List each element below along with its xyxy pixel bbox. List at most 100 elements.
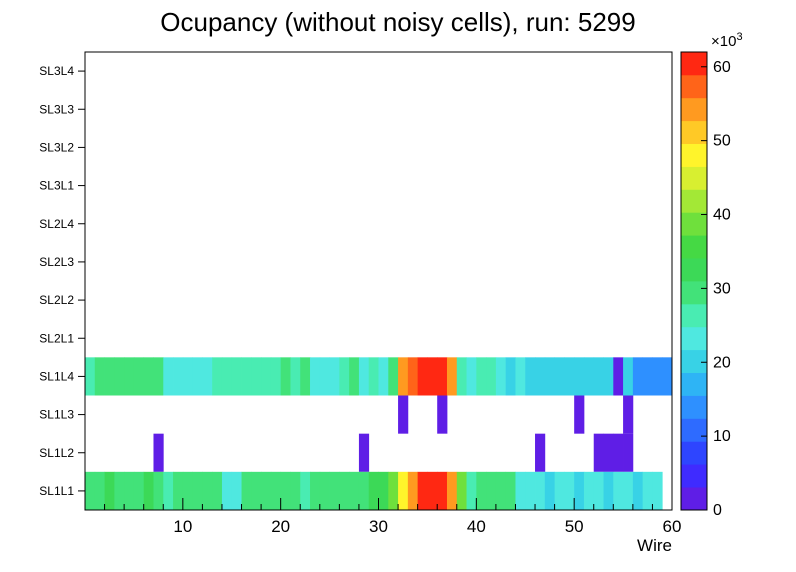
colorbar-band — [681, 303, 707, 328]
heatmap-cell — [603, 433, 614, 472]
heatmap-cell — [358, 471, 370, 510]
heatmap-cell — [456, 357, 467, 396]
y-axis-label: SL3L2 — [39, 140, 74, 154]
heatmap-cell — [368, 471, 379, 510]
heatmap-cell — [280, 471, 291, 510]
heatmap-cell — [574, 395, 585, 434]
heatmap-cell — [114, 471, 125, 510]
heatmap-cell — [593, 433, 604, 472]
heatmap-cell — [378, 357, 389, 396]
heatmap-cell — [486, 471, 497, 510]
heatmap-cell — [535, 471, 546, 510]
heatmap-cell — [466, 471, 477, 510]
heatmap-cell — [388, 357, 399, 396]
heatmap-cell — [153, 433, 164, 472]
colorbar-band — [681, 212, 707, 236]
heatmap-cell — [251, 357, 262, 396]
heatmap-cell — [94, 471, 105, 510]
heatmap-cell — [133, 471, 145, 510]
heatmap-cell — [212, 471, 223, 510]
heatmap-cell — [104, 471, 115, 510]
heatmap-cell — [261, 357, 272, 396]
heatmap-cell — [486, 357, 497, 396]
colorbar-tick-label: 20 — [713, 354, 731, 371]
heatmap-cell — [437, 471, 448, 510]
heatmap-cell — [398, 471, 409, 510]
heatmap-cell — [270, 471, 282, 510]
heatmap-cell — [251, 471, 262, 510]
x-tick-label: 10 — [173, 517, 192, 536]
heatmap-cell — [456, 471, 467, 510]
heatmap-cell — [280, 357, 291, 396]
colorbar-band — [681, 235, 707, 259]
y-axis-label: SL3L3 — [39, 102, 74, 116]
heatmap-cell — [143, 357, 154, 396]
heatmap-cell — [319, 357, 330, 396]
colorbar-scale-label: ×103 — [711, 31, 743, 50]
heatmap-cell — [133, 357, 145, 396]
heatmap-cell — [398, 357, 409, 396]
heatmap-cell — [515, 471, 526, 510]
heatmap-cell — [173, 471, 184, 510]
heatmap-cell — [349, 357, 360, 396]
colorbar-band — [681, 143, 707, 167]
heatmap-cell — [339, 471, 350, 510]
heatmap-cell — [398, 395, 409, 434]
chart-title: Ocupancy (without noisy cells), run: 529… — [160, 7, 636, 37]
heatmap-cell — [544, 471, 555, 510]
colorbar-band — [681, 418, 707, 442]
heatmap-cell — [525, 471, 536, 510]
y-axis-label: SL1L4 — [39, 369, 74, 383]
heatmap-cell — [574, 471, 585, 510]
y-axis-label: SL1L1 — [39, 484, 74, 498]
heatmap-cell — [466, 357, 477, 396]
y-axis-label: SL3L4 — [39, 64, 74, 78]
heatmap-cell — [114, 357, 125, 396]
heatmap-cell — [583, 471, 595, 510]
heatmap-cell — [593, 357, 604, 396]
heatmap-cell — [192, 471, 203, 510]
heatmap-cell — [476, 471, 487, 510]
colorbar-band — [681, 487, 707, 511]
heatmap-cell — [329, 357, 340, 396]
heatmap-cell — [632, 357, 644, 396]
heatmap-cell — [427, 357, 438, 396]
heatmap-cell — [437, 395, 448, 434]
heatmap-cell — [603, 471, 614, 510]
heatmap-cell — [613, 471, 624, 510]
x-axis-title: Wire — [637, 536, 672, 555]
x-tick-label: 50 — [565, 517, 584, 536]
heatmap-cell — [329, 471, 340, 510]
colorbar — [680, 51, 708, 511]
heatmap-cell — [143, 471, 154, 510]
colorbar-band — [681, 395, 707, 419]
heatmap-cell — [270, 357, 282, 396]
heatmap-cell — [300, 471, 311, 510]
colorbar-tick-label: 60 — [713, 59, 731, 76]
colorbar-band — [681, 97, 707, 122]
colorbar-frame — [680, 51, 708, 511]
heatmap-cell — [652, 357, 663, 396]
heatmap-cell — [446, 357, 458, 396]
x-tick-label: 60 — [663, 517, 682, 536]
y-axis-label: SL2L4 — [39, 217, 74, 231]
colorbar-band — [681, 258, 707, 282]
heatmap-cell — [300, 357, 311, 396]
y-axis-label: SL1L3 — [39, 408, 74, 422]
heatmap-cell — [94, 357, 105, 396]
heatmap-cell — [173, 357, 184, 396]
y-axis-label: SL3L1 — [39, 179, 74, 193]
heatmap-cell — [202, 357, 213, 396]
heatmap-cell — [231, 357, 242, 396]
heatmap-cell — [642, 471, 653, 510]
colorbar-tick-label: 50 — [713, 133, 731, 150]
heatmap-cell — [241, 471, 252, 510]
colorbar-band — [681, 281, 707, 305]
heatmap-cell — [221, 357, 233, 396]
heatmap-cell — [613, 433, 624, 472]
colorbar-band — [681, 166, 707, 190]
heatmap-cell — [319, 471, 330, 510]
heatmap-cell — [662, 357, 673, 396]
colorbar-band — [681, 349, 707, 373]
heatmap-cell — [358, 357, 370, 396]
